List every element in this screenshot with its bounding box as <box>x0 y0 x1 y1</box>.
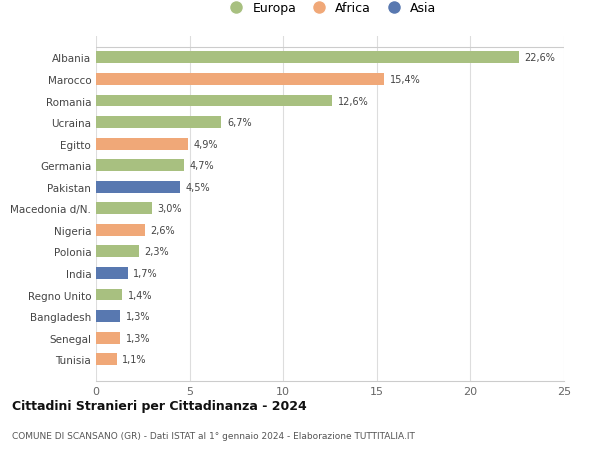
Text: 1,7%: 1,7% <box>133 269 158 278</box>
Text: 22,6%: 22,6% <box>524 53 556 63</box>
Text: COMUNE DI SCANSANO (GR) - Dati ISTAT al 1° gennaio 2024 - Elaborazione TUTTITALI: COMUNE DI SCANSANO (GR) - Dati ISTAT al … <box>12 431 415 441</box>
Bar <box>96 224 145 236</box>
Text: 12,6%: 12,6% <box>337 96 368 106</box>
Text: 1,3%: 1,3% <box>126 311 151 321</box>
Text: 15,4%: 15,4% <box>390 75 421 85</box>
Bar <box>96 139 188 150</box>
Legend: Europa, Africa, Asia: Europa, Africa, Asia <box>219 0 441 20</box>
Bar <box>96 52 519 64</box>
Text: 4,9%: 4,9% <box>193 140 218 149</box>
Text: 1,3%: 1,3% <box>126 333 151 343</box>
Bar <box>96 310 121 322</box>
Bar <box>96 181 180 193</box>
Bar <box>96 289 122 301</box>
Bar <box>96 160 184 172</box>
Bar <box>96 332 121 344</box>
Text: 2,6%: 2,6% <box>150 225 175 235</box>
Bar <box>96 353 116 365</box>
Text: Cittadini Stranieri per Cittadinanza - 2024: Cittadini Stranieri per Cittadinanza - 2… <box>12 399 307 412</box>
Text: 4,7%: 4,7% <box>190 161 214 171</box>
Bar <box>96 246 139 258</box>
Text: 1,4%: 1,4% <box>128 290 152 300</box>
Bar <box>96 117 221 129</box>
Bar <box>96 268 128 279</box>
Bar <box>96 95 332 107</box>
Text: 3,0%: 3,0% <box>158 204 182 214</box>
Bar <box>96 74 384 86</box>
Text: 1,1%: 1,1% <box>122 354 147 364</box>
Bar <box>96 203 152 215</box>
Text: 2,3%: 2,3% <box>145 247 169 257</box>
Text: 6,7%: 6,7% <box>227 118 251 128</box>
Text: 4,5%: 4,5% <box>186 182 211 192</box>
